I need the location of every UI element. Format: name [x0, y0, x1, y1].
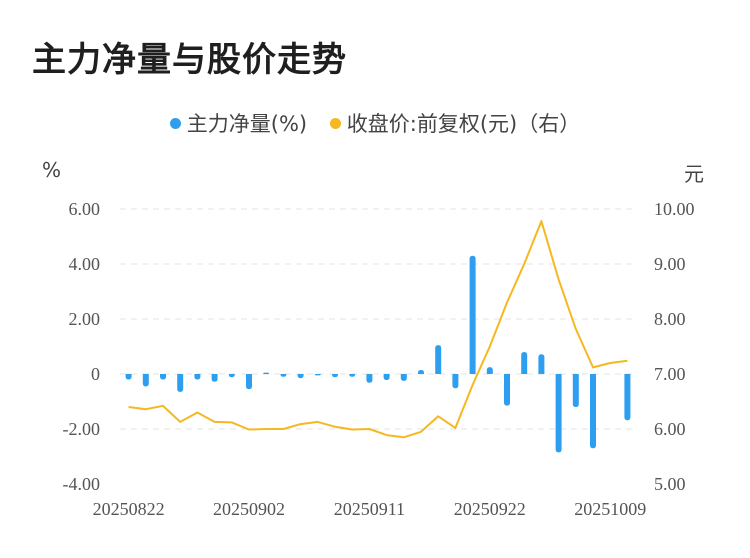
left-axis-unit: %: [42, 158, 62, 182]
x-tick-label: 20250911: [334, 499, 405, 519]
bar: [280, 374, 287, 377]
bar: [349, 374, 356, 377]
x-tick-label: 20250902: [213, 499, 285, 519]
right-tick-label: 6.00: [654, 419, 686, 439]
bar: [160, 374, 166, 380]
x-tick-label: 20250922: [454, 499, 526, 519]
legend-bar-dot-icon: [169, 117, 181, 129]
bar: [590, 374, 596, 449]
bar: [418, 369, 424, 374]
left-tick-label: -4.00: [63, 474, 101, 494]
legend-item-bar[interactable]: 主力净量(%): [169, 108, 308, 138]
legend-bar-label: 主力净量(%): [186, 112, 308, 136]
chart-title: 主力净量与股价走势: [32, 40, 347, 80]
bar: [177, 374, 184, 392]
bar: [228, 374, 235, 378]
bar: [572, 374, 579, 407]
bar: [435, 345, 442, 374]
bar: [469, 255, 476, 374]
legend-item-line[interactable]: 收盘价:前复权(元)（右）: [329, 108, 581, 138]
x-tick-label: 20250822: [93, 499, 165, 519]
bar: [297, 374, 304, 379]
right-axis-unit: 元: [684, 162, 704, 186]
price-line: [128, 220, 628, 439]
legend-line-dot-icon: [329, 117, 341, 129]
bar: [332, 374, 338, 378]
bar: [314, 374, 321, 376]
legend-line-label: 收盘价:前复权(元)（右）: [346, 112, 581, 136]
bar: [624, 374, 631, 421]
bar: [142, 374, 149, 387]
left-tick-label: 0: [91, 364, 100, 384]
bar: [383, 374, 390, 381]
bar: [263, 372, 270, 374]
bar: [125, 374, 132, 380]
bar: [452, 374, 459, 389]
right-tick-label: 9.00: [654, 254, 686, 274]
left-tick-label: 2.00: [69, 309, 101, 329]
bar: [504, 374, 510, 406]
legend: 主力净量(%) 收盘价:前复权(元)（右）: [0, 108, 750, 138]
bar: [538, 354, 545, 374]
x-tick-label: 20251009: [574, 499, 646, 519]
left-tick-label: -2.00: [63, 419, 101, 439]
bar: [400, 374, 407, 381]
right-tick-label: 10.00: [654, 199, 695, 219]
left-tick-label: 4.00: [69, 254, 101, 274]
bar: [211, 374, 218, 382]
bar: [521, 352, 528, 374]
bar: [194, 374, 201, 380]
left-tick-label: 6.00: [69, 199, 101, 219]
bar: [555, 374, 562, 453]
bar: [246, 374, 252, 390]
bar: [486, 367, 493, 374]
right-tick-label: 5.00: [654, 474, 686, 494]
right-tick-label: 8.00: [654, 309, 686, 329]
right-tick-label: 7.00: [654, 364, 686, 384]
bar: [366, 374, 373, 383]
